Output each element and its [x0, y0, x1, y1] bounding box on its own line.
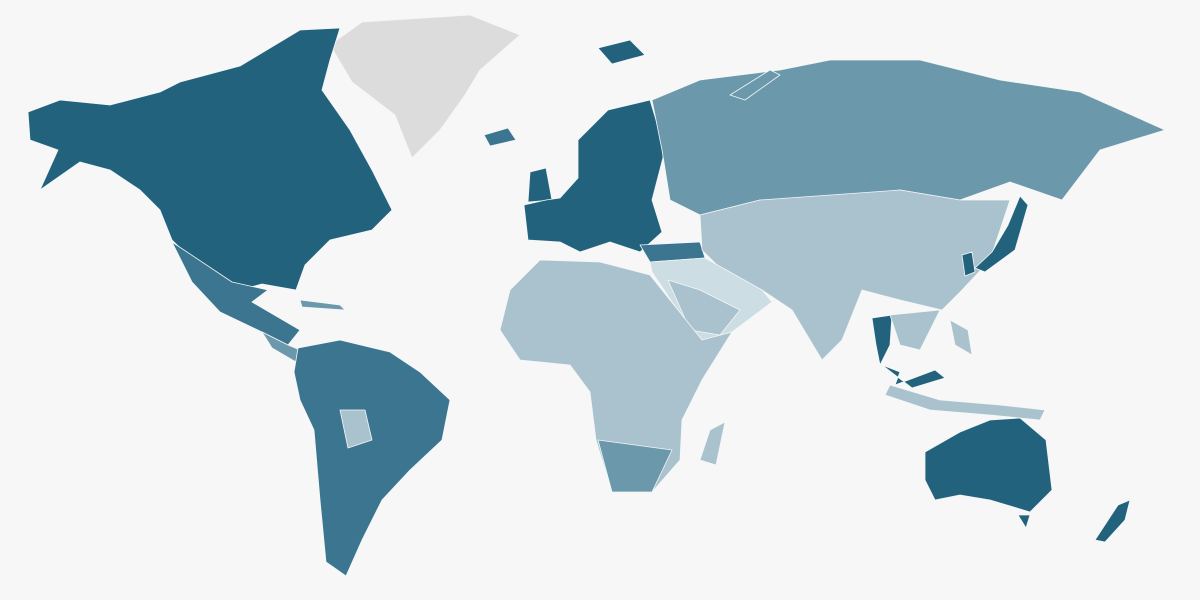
region-new-zealand	[1094, 499, 1131, 543]
region-arctic-russia	[729, 69, 781, 101]
region-iceland	[483, 127, 517, 147]
region-malaysia	[881, 364, 946, 389]
region-australia	[924, 417, 1053, 513]
region-caribbean	[299, 299, 346, 311]
region-southern-africa	[597, 439, 673, 493]
region-madagascar	[699, 421, 726, 466]
region-north-america	[27, 27, 393, 291]
region-indonesia	[884, 384, 1046, 421]
region-uk-ireland	[527, 167, 553, 203]
region-southeast-asia	[889, 309, 941, 351]
region-tasmania	[1017, 514, 1031, 529]
region-svalbard	[597, 39, 646, 65]
region-mexico	[171, 241, 301, 346]
region-greenland	[329, 14, 521, 159]
region-africa	[499, 259, 733, 493]
region-bolivia	[339, 409, 373, 449]
region-philippines	[949, 319, 973, 356]
region-south-america	[293, 339, 451, 577]
region-korea	[961, 251, 976, 277]
region-japan	[974, 195, 1029, 273]
region-thailand	[871, 314, 893, 366]
